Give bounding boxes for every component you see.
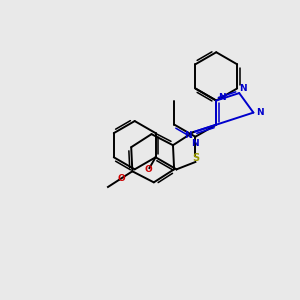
Text: N: N [218,93,226,102]
Text: N: N [191,139,199,148]
Text: N: N [256,108,264,117]
Text: N: N [184,131,192,140]
Text: N: N [239,83,247,92]
Text: S: S [192,154,199,164]
Text: O: O [145,165,152,174]
Text: O: O [117,174,125,183]
